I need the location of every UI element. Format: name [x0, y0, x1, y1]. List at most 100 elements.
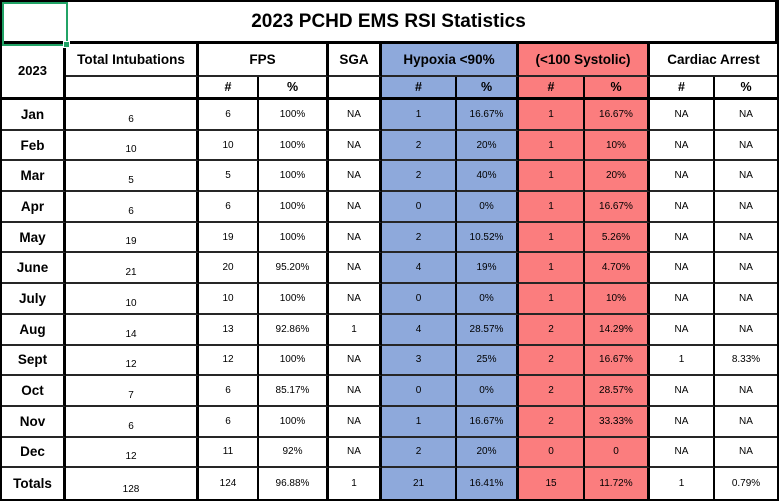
table-cell[interactable]: 6	[199, 100, 259, 131]
subheader-fps-count[interactable]: #	[199, 77, 259, 100]
row-label-mar[interactable]: Mar	[2, 161, 66, 193]
table-cell[interactable]: 100%	[259, 406, 329, 438]
table-cell[interactable]: 40%	[457, 161, 519, 193]
table-cell[interactable]: 20%	[585, 161, 650, 193]
table-cell[interactable]: 28.57%	[457, 314, 519, 346]
table-cell[interactable]: 1	[519, 161, 585, 193]
table-cell[interactable]: 95.20%	[259, 253, 329, 285]
table-cell[interactable]: 16.67%	[585, 192, 650, 223]
table-cell[interactable]: 21	[66, 253, 199, 285]
table-cell[interactable]: NA	[650, 192, 715, 223]
subheader-fps-percent[interactable]: %	[259, 77, 329, 100]
table-cell[interactable]: NA	[650, 284, 715, 315]
subheader-total-empty[interactable]	[66, 77, 199, 100]
table-cell[interactable]: NA	[650, 253, 715, 285]
table-cell[interactable]: 100%	[259, 284, 329, 315]
table-cell[interactable]: 92%	[259, 437, 329, 469]
table-cell[interactable]: 2	[382, 222, 457, 254]
table-cell[interactable]: NA	[715, 161, 777, 193]
table-cell[interactable]: 124	[199, 468, 259, 499]
table-cell[interactable]: 13	[199, 314, 259, 346]
table-cell[interactable]: NA	[650, 314, 715, 346]
table-cell[interactable]: 2	[519, 345, 585, 377]
table-cell[interactable]: 6	[199, 376, 259, 407]
row-label-aug[interactable]: Aug	[2, 314, 66, 346]
table-cell[interactable]: 1	[519, 253, 585, 285]
table-cell[interactable]: 6	[66, 406, 199, 438]
table-cell[interactable]: 1	[519, 222, 585, 254]
table-cell[interactable]: 14.29%	[585, 314, 650, 346]
table-cell[interactable]: 2	[519, 406, 585, 438]
table-cell[interactable]: 100%	[259, 130, 329, 162]
table-cell[interactable]: NA	[715, 284, 777, 315]
table-cell[interactable]: NA	[715, 407, 777, 438]
subheader-hypoxia-percent[interactable]: %	[457, 77, 519, 100]
table-cell[interactable]: 4.70%	[585, 253, 650, 285]
table-cell[interactable]: NA	[650, 222, 715, 254]
row-label-apr[interactable]: Apr	[2, 192, 66, 223]
table-cell[interactable]: 0	[382, 192, 457, 223]
table-cell[interactable]: NA	[329, 222, 382, 254]
header-cell-systolic[interactable]: (<100 Systolic)	[519, 44, 650, 77]
row-label-july[interactable]: July	[2, 284, 66, 315]
table-cell[interactable]: NA	[715, 223, 777, 254]
table-cell[interactable]: 14	[66, 314, 199, 346]
table-cell[interactable]: 16.67%	[585, 345, 650, 377]
table-cell[interactable]: 21	[382, 468, 457, 499]
table-cell[interactable]: NA	[715, 131, 777, 162]
table-cell[interactable]: NA	[715, 253, 777, 285]
table-cell[interactable]: 0%	[457, 192, 519, 223]
table-cell[interactable]: NA	[715, 100, 777, 131]
table-cell[interactable]: 4	[382, 314, 457, 346]
header-cell-sga[interactable]: SGA	[329, 44, 382, 77]
table-cell[interactable]: 11	[199, 437, 259, 469]
table-cell[interactable]: 19	[199, 222, 259, 254]
table-cell[interactable]: 85.17%	[259, 376, 329, 407]
table-cell[interactable]: NA	[650, 130, 715, 162]
table-cell[interactable]: NA	[329, 130, 382, 162]
table-cell[interactable]: 1	[382, 406, 457, 438]
table-cell[interactable]: 10	[66, 284, 199, 315]
table-cell[interactable]: NA	[329, 406, 382, 438]
table-cell[interactable]: 1	[382, 100, 457, 131]
row-label-sept[interactable]: Sept	[2, 345, 66, 377]
table-cell[interactable]: 2	[519, 376, 585, 407]
table-cell[interactable]: 11.72%	[585, 468, 650, 499]
table-cell[interactable]: 1	[650, 468, 715, 499]
table-cell[interactable]: 2	[382, 437, 457, 469]
table-cell[interactable]: 100%	[259, 345, 329, 377]
table-cell[interactable]: 0	[585, 437, 650, 469]
table-cell[interactable]: 100%	[259, 222, 329, 254]
table-cell[interactable]: 5.26%	[585, 222, 650, 254]
header-cell-cardiac-arrest[interactable]: Cardiac Arrest	[650, 44, 777, 77]
table-cell[interactable]: 0.79%	[731, 478, 761, 490]
row-label-may[interactable]: May	[2, 222, 66, 254]
table-cell[interactable]: 19	[66, 222, 199, 254]
row-label-totals[interactable]: Totals	[2, 468, 66, 499]
table-cell[interactable]: 96.88%	[259, 468, 329, 499]
table-cell[interactable]: 28.57%	[585, 376, 650, 407]
table-cell[interactable]: 12	[66, 345, 199, 377]
table-cell[interactable]: NA	[329, 100, 382, 131]
table-cell[interactable]: NA	[650, 161, 715, 193]
table-cell[interactable]: NA	[650, 100, 715, 131]
header-cell-total-intubations[interactable]: Total Intubations	[66, 44, 199, 77]
table-cell[interactable]: 20%	[457, 130, 519, 162]
table-cell[interactable]: 16.67%	[457, 100, 519, 131]
table-cell[interactable]: 20	[199, 253, 259, 285]
row-label-jan[interactable]: Jan	[2, 100, 66, 131]
table-cell[interactable]: 12	[199, 345, 259, 377]
table-cell[interactable]: 0	[519, 437, 585, 469]
table-cell[interactable]: 0	[382, 376, 457, 407]
table-cell[interactable]: 10	[199, 284, 259, 315]
table-cell[interactable]: 33.33%	[585, 406, 650, 438]
table-cell[interactable]: 2	[382, 161, 457, 193]
row-label-oct[interactable]: Oct	[2, 376, 66, 407]
subheader-systolic-percent[interactable]: %	[585, 77, 650, 100]
table-cell[interactable]: NA	[715, 438, 777, 469]
subheader-cardiac-percent[interactable]: %	[715, 77, 777, 100]
table-cell[interactable]: NA	[650, 376, 715, 407]
table-cell[interactable]: 1	[329, 314, 382, 346]
table-cell[interactable]: 0	[382, 284, 457, 315]
subheader-hypoxia-count[interactable]: #	[382, 77, 457, 100]
